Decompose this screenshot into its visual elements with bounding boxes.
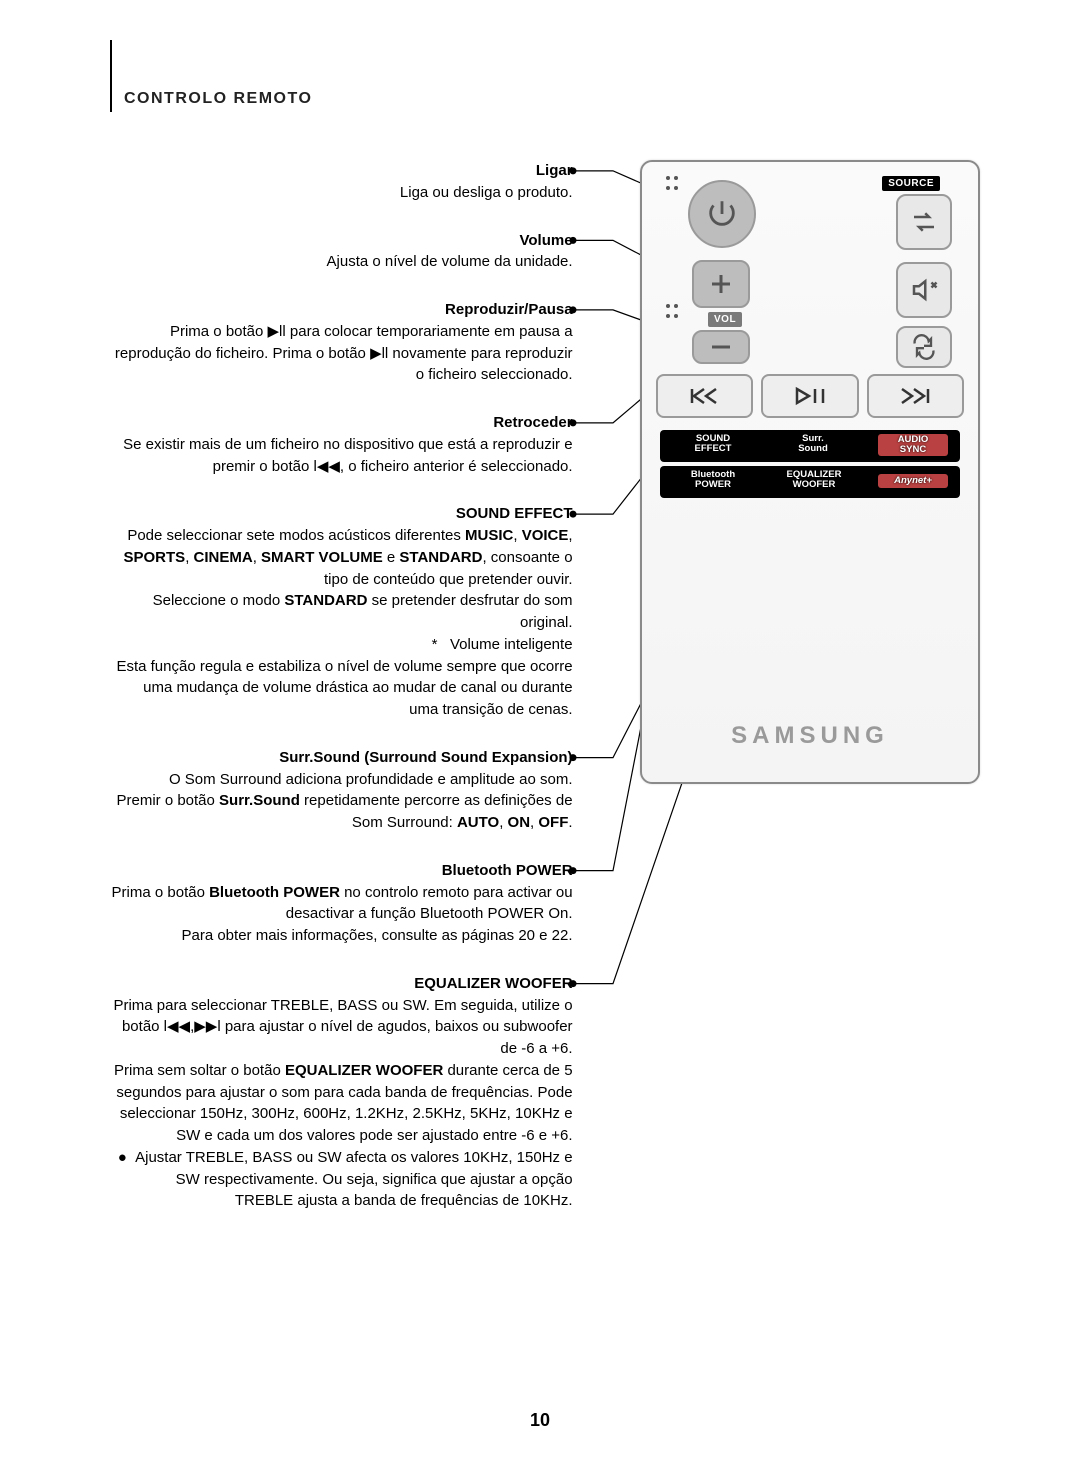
- section-title: CONTROLO REMOTO: [124, 90, 980, 108]
- desc-item-2: Reproduzir/PausaPrima o botão ▶ll para c…: [110, 299, 573, 386]
- plus-icon: [708, 271, 734, 297]
- desc-item-6: Bluetooth POWERPrima o botão Bluetooth P…: [110, 860, 573, 947]
- play-pause-icon: [793, 385, 827, 407]
- desc-item-5: Surr.Sound (Surround Sound Expansion)O S…: [110, 747, 573, 834]
- desc-item-3: RetrocederSe existir mais de um ficheiro…: [110, 412, 573, 477]
- surr-sound-label: Surr. Sound: [778, 434, 848, 454]
- desc-body: Prima para seleccionar TREBLE, BASS ou S…: [110, 995, 573, 1213]
- manual-page: CONTROLO REMOTO LigarLiga ou desliga o p…: [0, 0, 1080, 1479]
- desc-item-1: VolumeAjusta o nível de volume da unidad…: [110, 230, 573, 274]
- next-icon: [898, 385, 932, 407]
- descriptions-column: LigarLiga ou desliga o produto. VolumeAju…: [110, 160, 573, 1238]
- bt-power-label: Bluetooth POWER: [674, 470, 752, 490]
- minus-icon: [708, 334, 734, 360]
- desc-item-7: EQUALIZER WOOFERPrima para seleccionar T…: [110, 973, 573, 1212]
- ir-dots-mid: [664, 302, 682, 326]
- desc-body: Prima o botão Bluetooth POWER no control…: [110, 882, 573, 947]
- vol-label: VOL: [708, 312, 742, 327]
- eq-woofer-label: EQUALIZER WOOFER: [772, 470, 856, 490]
- desc-item-0: LigarLiga ou desliga o produto.: [110, 160, 573, 204]
- desc-body: O Som Surround adiciona profundidade e a…: [110, 769, 573, 834]
- ir-dots-top: [664, 174, 682, 198]
- desc-label: Reproduzir/Pausa: [110, 299, 573, 321]
- label-row-1: SOUND EFFECT Surr. Sound AUDIO SYNC: [660, 430, 960, 462]
- brand-logo: SAMSUNG: [642, 722, 978, 750]
- desc-label: Ligar: [110, 160, 573, 182]
- transport-row: [656, 374, 964, 418]
- source-label: SOURCE: [882, 176, 940, 191]
- sound-effect-label: SOUND EFFECT: [678, 434, 748, 454]
- play-pause-button[interactable]: [761, 374, 858, 418]
- page-number: 10: [0, 1410, 1080, 1431]
- desc-body: Ajusta o nível de volume da unidade.: [110, 251, 573, 273]
- audio-sync-label: AUDIO SYNC: [878, 434, 948, 456]
- desc-body: Liga ou desliga o produto.: [110, 182, 573, 204]
- desc-item-4: SOUND EFFECTPode seleccionar sete modos …: [110, 503, 573, 721]
- desc-label: Surr.Sound (Surround Sound Expansion): [110, 747, 573, 769]
- mute-button[interactable]: [896, 262, 952, 318]
- desc-label: Retroceder: [110, 412, 573, 434]
- desc-body: Pode seleccionar sete modos acústicos di…: [110, 525, 573, 721]
- desc-body: Se existir mais de um ficheiro no dispos…: [110, 434, 573, 478]
- power-button[interactable]: [688, 180, 756, 248]
- label-row-2: Bluetooth POWER EQUALIZER WOOFER Anynet+: [660, 466, 960, 498]
- connector-lines: [573, 160, 643, 1278]
- volume-up-button[interactable]: [692, 260, 750, 308]
- connector-column: [573, 160, 640, 1278]
- desc-label: EQUALIZER WOOFER: [110, 973, 573, 995]
- desc-label: SOUND EFFECT: [110, 503, 573, 525]
- desc-body: Prima o botão ▶ll para colocar temporari…: [110, 321, 573, 386]
- source-button[interactable]: [896, 194, 952, 250]
- prev-button[interactable]: [656, 374, 753, 418]
- anynet-label: Anynet+: [878, 474, 948, 488]
- title-rule: [110, 40, 112, 112]
- mute-icon: [909, 275, 939, 305]
- prev-icon: [688, 385, 722, 407]
- content-row: LigarLiga ou desliga o produto. VolumeAju…: [110, 160, 980, 1278]
- repeat-button[interactable]: [896, 326, 952, 368]
- next-button[interactable]: [867, 374, 964, 418]
- power-icon: [705, 197, 739, 231]
- repeat-icon: [910, 333, 938, 361]
- remote-body: SOURCE VOL: [640, 160, 980, 784]
- desc-label: Volume: [110, 230, 573, 252]
- remote-column: SOURCE VOL: [640, 160, 980, 784]
- volume-down-button[interactable]: [692, 330, 750, 364]
- source-icon: [909, 207, 939, 237]
- desc-label: Bluetooth POWER: [110, 860, 573, 882]
